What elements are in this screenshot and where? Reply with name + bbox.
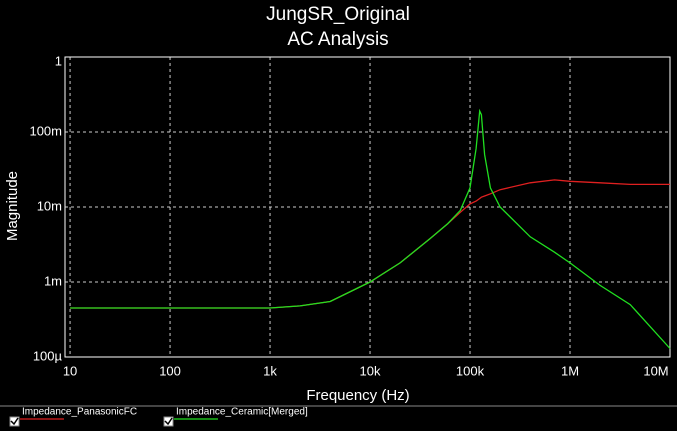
x-tick-label: 10: [63, 363, 77, 378]
y-tick-label: 1: [55, 53, 62, 68]
chart-subtitle: AC Analysis: [287, 29, 388, 50]
plot-frame: [64, 56, 671, 358]
legend-checkbox: [163, 416, 174, 427]
y-tick-label: 1m: [44, 273, 62, 288]
y-tick-label: 10m: [37, 198, 62, 213]
x-axis-label: Frequency (Hz): [306, 387, 409, 404]
y-axis-label: Magnitude: [4, 171, 21, 241]
legend-label: Impedance_PanasonicFC: [22, 407, 137, 418]
legend: Impedance_PanasonicFC Impedance_Ceramic[M…: [9, 407, 308, 427]
x-tick-label: 100: [159, 363, 181, 378]
legend-label: Impedance_Ceramic[Merged]: [176, 407, 308, 418]
x-tick-label: 10M: [643, 363, 668, 378]
legend-check: [10, 417, 19, 426]
chart-title: JungSR_Original: [266, 4, 410, 25]
y-tick-label: 100µ: [33, 348, 63, 363]
x-tick-label: 10k: [360, 363, 381, 378]
legend-check: [164, 417, 173, 426]
series-line: [70, 108, 671, 349]
legend-checkbox: [9, 416, 20, 427]
x-tick-label: 100k: [456, 363, 485, 378]
x-tick-label: 1k: [263, 363, 277, 378]
y-tick-label: 100m: [29, 123, 62, 138]
x-tick-label: 1M: [561, 363, 579, 378]
